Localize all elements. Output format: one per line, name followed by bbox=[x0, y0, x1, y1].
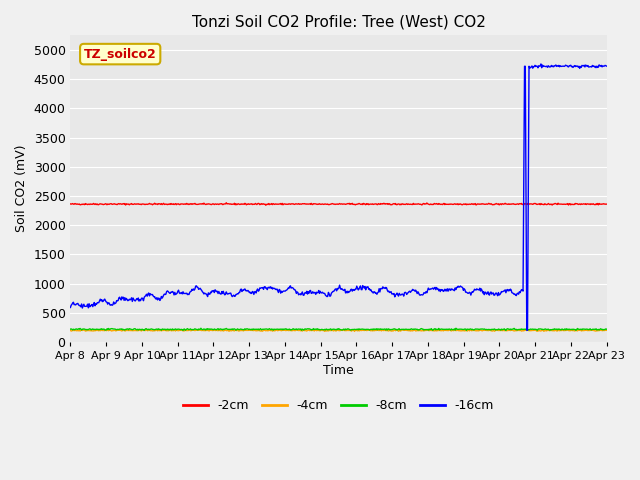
Legend: -2cm, -4cm, -8cm, -16cm: -2cm, -4cm, -8cm, -16cm bbox=[178, 394, 499, 417]
Y-axis label: Soil CO2 (mV): Soil CO2 (mV) bbox=[15, 145, 28, 232]
X-axis label: Time: Time bbox=[323, 364, 354, 377]
Title: Tonzi Soil CO2 Profile: Tree (West) CO2: Tonzi Soil CO2 Profile: Tree (West) CO2 bbox=[191, 15, 485, 30]
Text: TZ_soilco2: TZ_soilco2 bbox=[84, 48, 157, 60]
